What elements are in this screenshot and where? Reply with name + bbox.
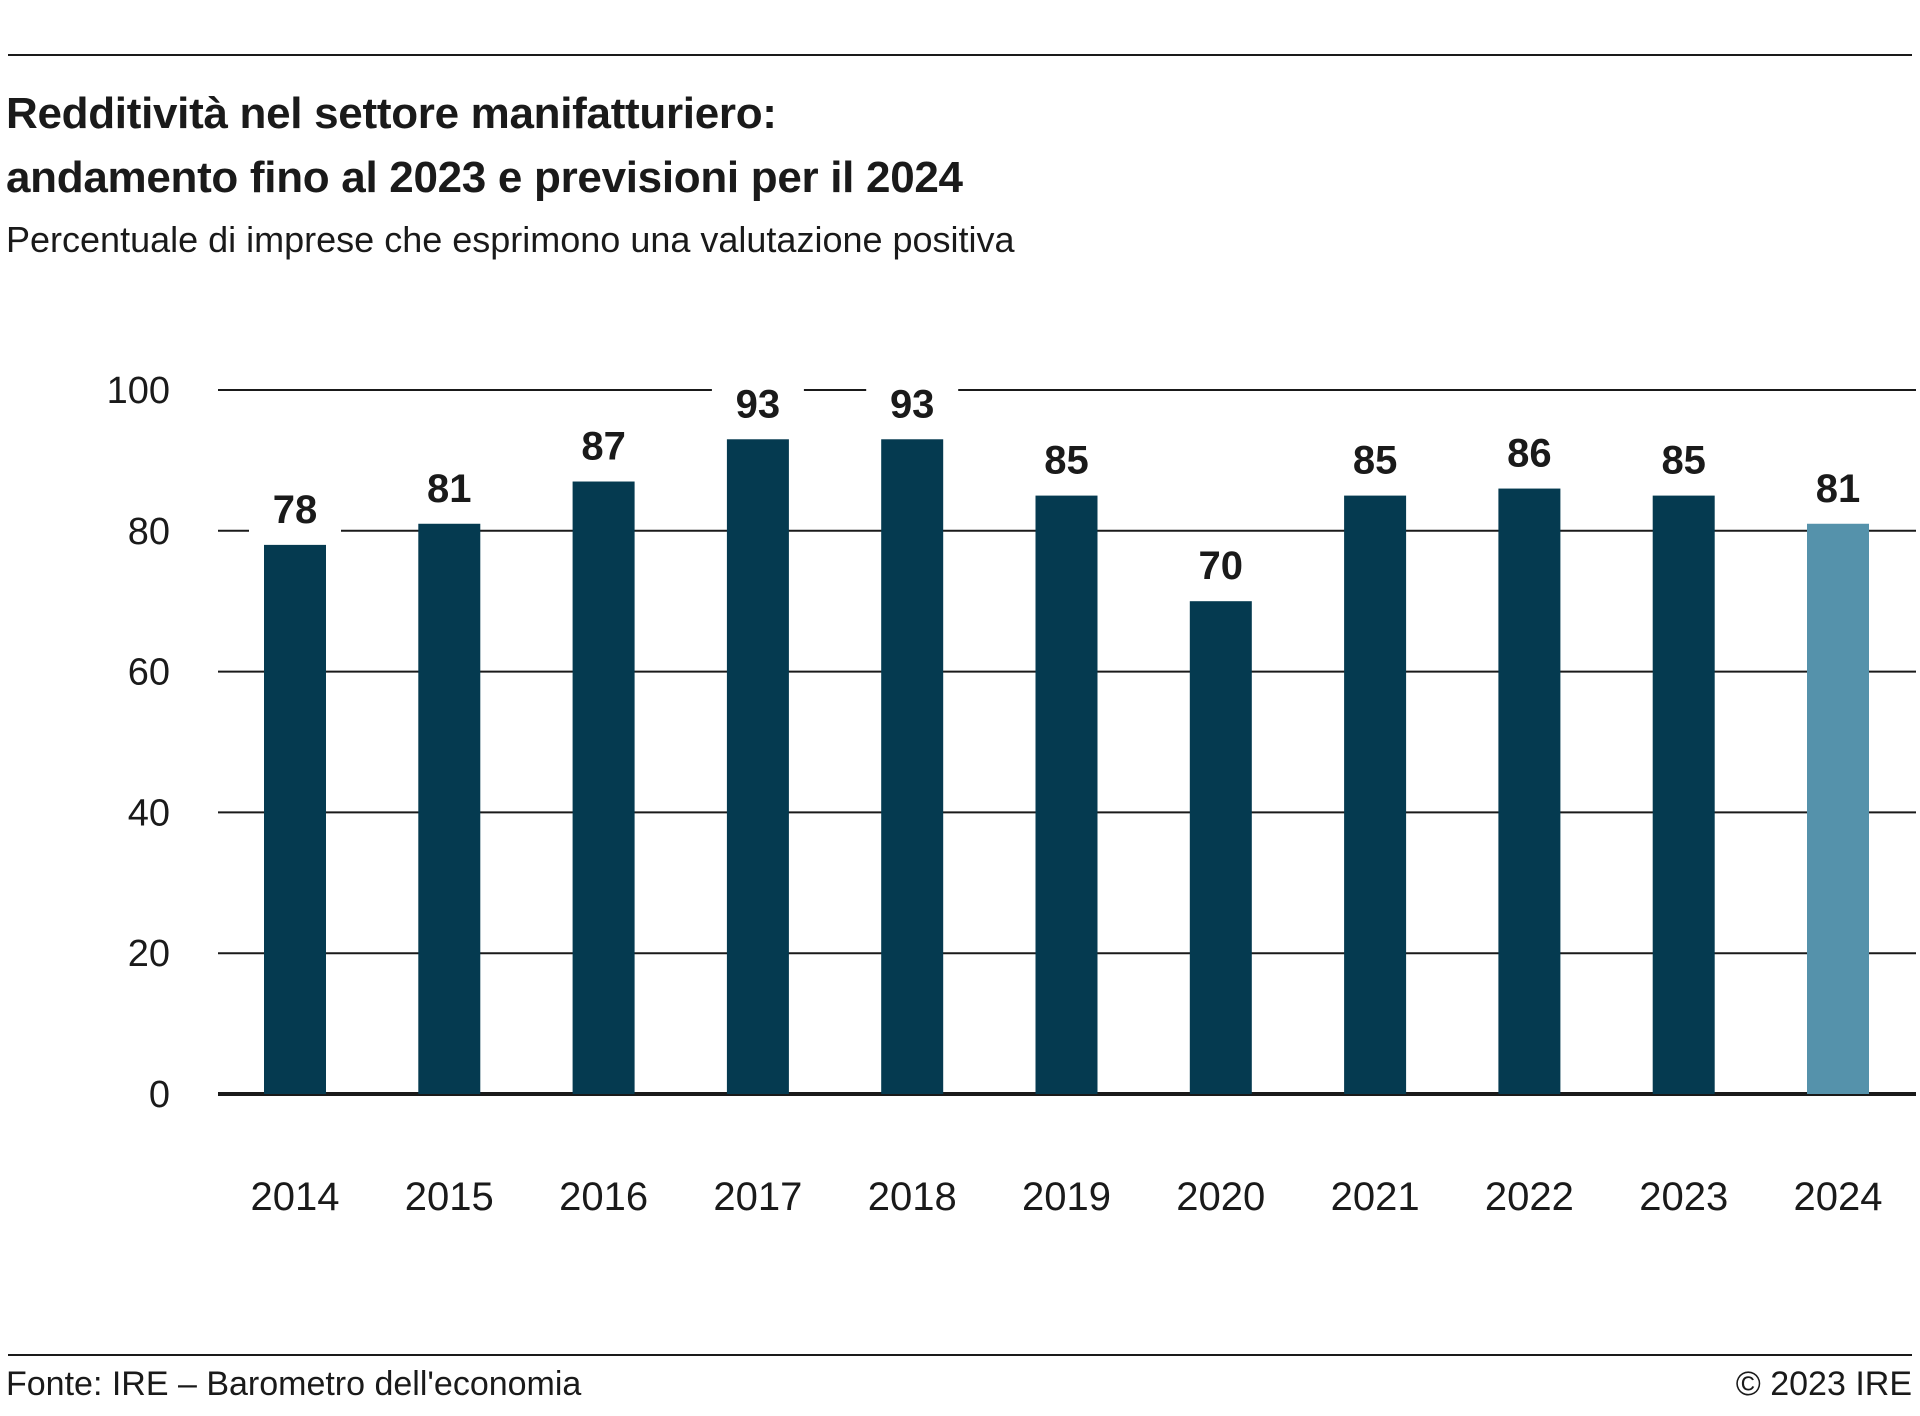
chart-title-line-1: Redditività nel settore manifatturiero: bbox=[6, 89, 777, 138]
data-label-background bbox=[1020, 437, 1113, 484]
data-label: 81 bbox=[427, 467, 472, 511]
bar bbox=[726, 439, 789, 1094]
data-label: 78 bbox=[273, 488, 318, 532]
data-label: 85 bbox=[1044, 439, 1089, 483]
x-tick-label: 2023 bbox=[1639, 1175, 1728, 1219]
x-tick-label: 2022 bbox=[1485, 1175, 1574, 1219]
data-label-background bbox=[1637, 437, 1730, 484]
x-tick-label: 2020 bbox=[1176, 1175, 1265, 1219]
bar bbox=[881, 439, 944, 1094]
bar bbox=[572, 481, 635, 1094]
data-label: 85 bbox=[1353, 439, 1398, 483]
y-tick-label: 100 bbox=[107, 370, 170, 412]
y-tick-label: 80 bbox=[128, 511, 170, 553]
bar bbox=[1035, 495, 1098, 1095]
data-label-background bbox=[866, 381, 959, 428]
x-tick-label: 2024 bbox=[1794, 1175, 1883, 1219]
x-tick-label: 2014 bbox=[251, 1175, 340, 1219]
source-note: Fonte: IRE – Barometro dell'economia bbox=[6, 1365, 582, 1403]
data-label: 86 bbox=[1507, 432, 1552, 476]
data-label-background bbox=[249, 486, 341, 533]
bar bbox=[418, 523, 481, 1094]
chart-subtitle: Percentuale di imprese che esprimono una… bbox=[6, 219, 1015, 260]
bar bbox=[1807, 523, 1869, 1094]
bar bbox=[1189, 601, 1252, 1094]
bottom-rule bbox=[8, 1354, 1912, 1356]
x-tick-label: 2021 bbox=[1331, 1175, 1420, 1219]
y-tick-label: 40 bbox=[128, 792, 170, 834]
y-tick-label: 20 bbox=[128, 933, 170, 975]
bar bbox=[264, 544, 326, 1094]
bar bbox=[1652, 495, 1715, 1095]
x-tick-label: 2015 bbox=[405, 1175, 494, 1219]
data-label: 93 bbox=[890, 382, 935, 426]
bar-chart: 0 20 40 60 80 100 78 2014 81 2015 87 2016 93 2017 93 20… bbox=[107, 370, 1916, 1219]
y-tick-label: 60 bbox=[128, 652, 170, 694]
data-label-background bbox=[403, 465, 496, 512]
x-tick-label: 2019 bbox=[1022, 1175, 1111, 1219]
data-label-background bbox=[711, 381, 804, 428]
copyright-note: © 2023 IRE bbox=[1735, 1365, 1912, 1403]
data-label: 87 bbox=[581, 425, 626, 469]
y-tick-label: 0 bbox=[149, 1074, 170, 1116]
data-label: 93 bbox=[736, 382, 781, 426]
data-label: 85 bbox=[1661, 439, 1706, 483]
data-label-background bbox=[1792, 465, 1884, 512]
data-label: 70 bbox=[1199, 544, 1244, 588]
data-label-background bbox=[1483, 430, 1576, 477]
bar bbox=[1344, 495, 1407, 1095]
data-label-background bbox=[1329, 437, 1422, 484]
bar bbox=[1498, 488, 1561, 1094]
data-label-background bbox=[1174, 543, 1267, 590]
data-label-background bbox=[557, 423, 650, 470]
data-label: 81 bbox=[1816, 467, 1861, 511]
x-tick-label: 2017 bbox=[713, 1175, 802, 1219]
chart-title: Redditività nel settore manifatturiero: … bbox=[6, 82, 963, 210]
x-tick-label: 2018 bbox=[868, 1175, 957, 1219]
x-tick-label: 2016 bbox=[559, 1175, 648, 1219]
top-rule bbox=[8, 54, 1912, 56]
chart-title-line-2: andamento fino al 2023 e previsioni per … bbox=[6, 153, 963, 202]
